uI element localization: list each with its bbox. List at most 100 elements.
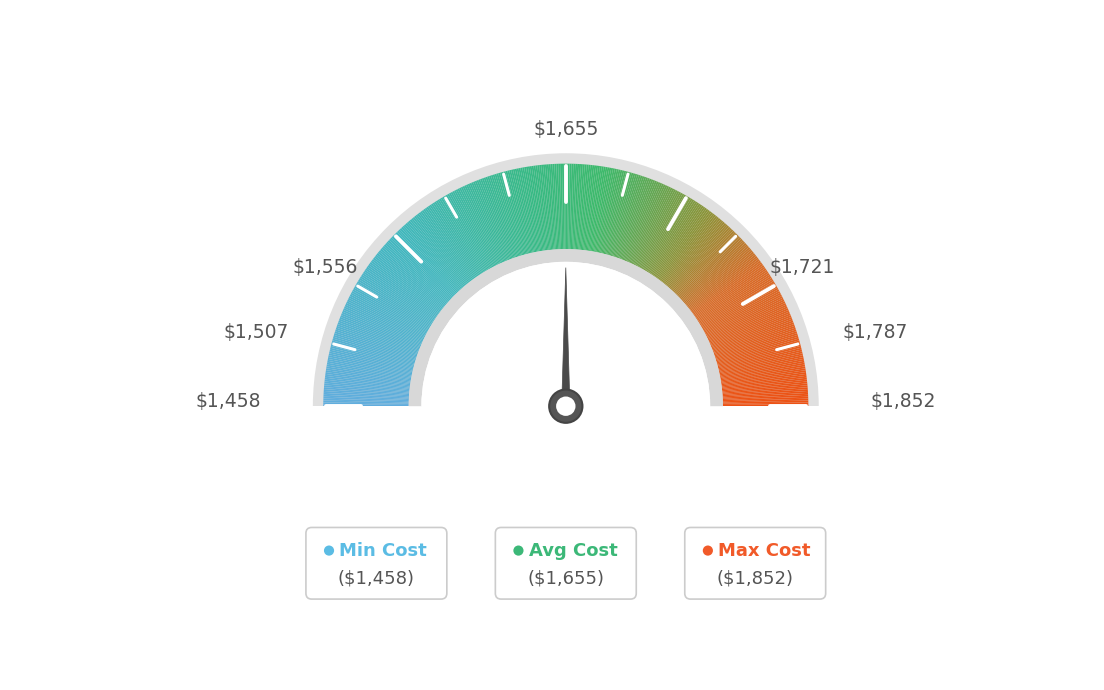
Wedge shape xyxy=(679,237,741,298)
Wedge shape xyxy=(323,404,408,406)
Wedge shape xyxy=(329,350,413,371)
Wedge shape xyxy=(495,174,521,256)
Wedge shape xyxy=(338,322,418,353)
Wedge shape xyxy=(580,164,588,250)
Wedge shape xyxy=(559,164,562,249)
Wedge shape xyxy=(338,320,418,352)
Wedge shape xyxy=(682,243,746,302)
Circle shape xyxy=(549,390,583,423)
Wedge shape xyxy=(410,219,466,286)
Wedge shape xyxy=(503,171,527,255)
Wedge shape xyxy=(574,164,581,249)
Wedge shape xyxy=(408,221,465,287)
Wedge shape xyxy=(711,313,790,347)
Wedge shape xyxy=(702,286,777,329)
Wedge shape xyxy=(465,185,501,264)
Wedge shape xyxy=(546,164,554,250)
Wedge shape xyxy=(595,168,613,252)
Wedge shape xyxy=(336,328,417,357)
Wedge shape xyxy=(549,164,556,250)
Wedge shape xyxy=(567,164,570,249)
Wedge shape xyxy=(671,227,731,291)
Wedge shape xyxy=(447,194,490,269)
Wedge shape xyxy=(719,353,803,373)
Wedge shape xyxy=(687,252,754,307)
Wedge shape xyxy=(614,175,643,257)
Wedge shape xyxy=(323,393,408,399)
Wedge shape xyxy=(323,389,410,396)
Wedge shape xyxy=(654,204,702,276)
Wedge shape xyxy=(638,191,679,268)
Wedge shape xyxy=(620,179,651,259)
Wedge shape xyxy=(552,164,559,249)
Wedge shape xyxy=(437,199,484,273)
Wedge shape xyxy=(645,197,689,271)
Wedge shape xyxy=(689,255,756,309)
Wedge shape xyxy=(720,355,804,375)
Wedge shape xyxy=(500,172,524,255)
Wedge shape xyxy=(573,164,580,249)
Wedge shape xyxy=(613,175,640,257)
Wedge shape xyxy=(661,213,714,282)
Text: Max Cost: Max Cost xyxy=(719,542,810,560)
Wedge shape xyxy=(720,361,805,378)
Wedge shape xyxy=(349,296,426,336)
Wedge shape xyxy=(605,171,628,255)
Wedge shape xyxy=(350,295,426,335)
Wedge shape xyxy=(381,247,447,304)
Wedge shape xyxy=(325,382,410,391)
Wedge shape xyxy=(597,168,617,253)
Wedge shape xyxy=(594,168,612,252)
Wedge shape xyxy=(635,188,675,266)
Wedge shape xyxy=(721,366,805,382)
Wedge shape xyxy=(497,173,522,256)
Text: $1,721: $1,721 xyxy=(769,258,835,277)
Wedge shape xyxy=(323,387,410,395)
Wedge shape xyxy=(656,208,707,278)
Wedge shape xyxy=(473,181,507,261)
Wedge shape xyxy=(586,166,599,250)
Wedge shape xyxy=(690,257,758,311)
Wedge shape xyxy=(721,370,806,384)
Wedge shape xyxy=(715,331,797,359)
Wedge shape xyxy=(692,262,762,314)
Wedge shape xyxy=(539,165,550,250)
Circle shape xyxy=(556,397,575,416)
Wedge shape xyxy=(648,199,694,273)
Wedge shape xyxy=(511,170,531,253)
Wedge shape xyxy=(363,271,435,320)
Wedge shape xyxy=(723,404,808,406)
Wedge shape xyxy=(660,213,713,282)
Text: Avg Cost: Avg Cost xyxy=(529,542,617,560)
Wedge shape xyxy=(367,267,437,317)
Wedge shape xyxy=(716,340,799,365)
Wedge shape xyxy=(707,298,784,337)
Wedge shape xyxy=(571,164,575,249)
Wedge shape xyxy=(696,268,766,318)
Wedge shape xyxy=(604,171,626,254)
Wedge shape xyxy=(351,293,427,334)
Wedge shape xyxy=(429,204,478,276)
Wedge shape xyxy=(380,248,446,305)
Wedge shape xyxy=(696,270,767,319)
Wedge shape xyxy=(702,284,776,328)
Wedge shape xyxy=(486,177,514,258)
Wedge shape xyxy=(698,275,771,322)
Wedge shape xyxy=(720,363,805,380)
Wedge shape xyxy=(713,324,795,354)
Wedge shape xyxy=(652,204,701,275)
Wedge shape xyxy=(343,308,422,344)
Wedge shape xyxy=(577,164,585,250)
Wedge shape xyxy=(697,273,769,321)
Wedge shape xyxy=(361,275,434,322)
Wedge shape xyxy=(584,166,596,250)
Wedge shape xyxy=(710,308,788,344)
Wedge shape xyxy=(333,337,415,362)
Wedge shape xyxy=(582,165,593,250)
Wedge shape xyxy=(658,210,710,280)
FancyBboxPatch shape xyxy=(684,527,826,599)
Wedge shape xyxy=(624,181,657,261)
Wedge shape xyxy=(468,184,503,262)
Wedge shape xyxy=(668,221,724,288)
Wedge shape xyxy=(326,370,411,384)
